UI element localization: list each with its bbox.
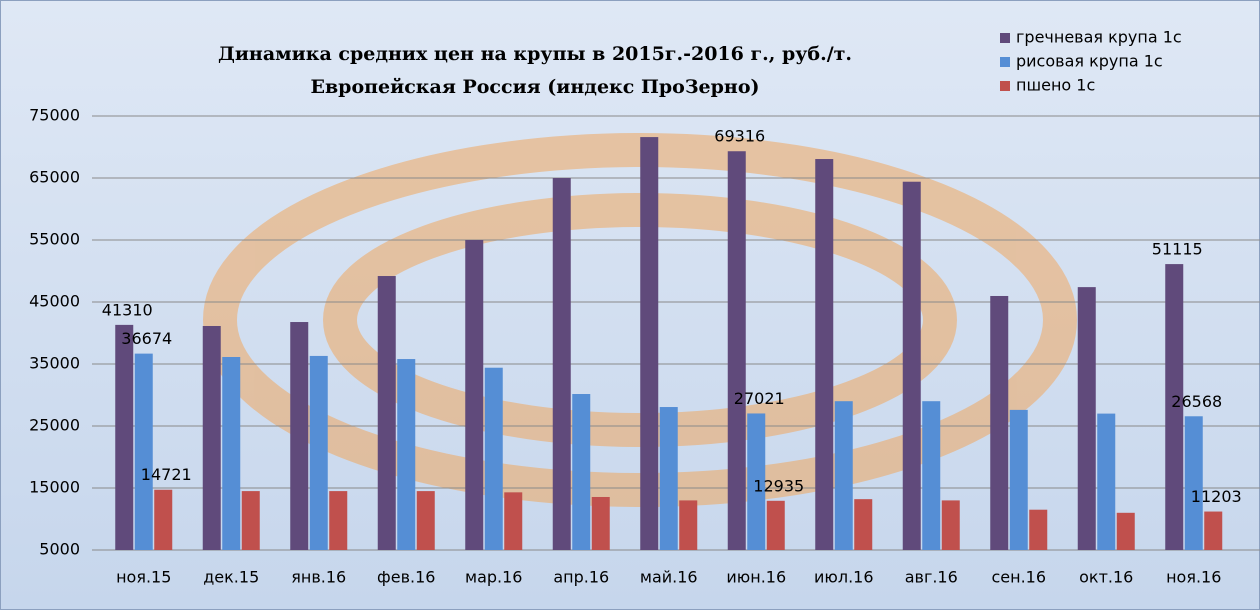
bar <box>290 322 309 550</box>
bar <box>1029 509 1048 550</box>
bar <box>329 491 348 550</box>
legend-swatch <box>1000 81 1010 91</box>
data-label: 11203 <box>1191 487 1242 506</box>
data-label: 69316 <box>714 127 765 146</box>
y-tick-label: 5000 <box>39 540 80 559</box>
bar <box>990 295 1009 550</box>
x-tick-label: сен.16 <box>991 568 1046 587</box>
x-tick-label: ноя.16 <box>1166 568 1221 587</box>
bar <box>659 407 678 550</box>
bar <box>154 489 173 550</box>
data-label: 27021 <box>734 389 785 408</box>
bar <box>766 500 785 550</box>
bar <box>484 367 503 550</box>
x-tick-label: янв.16 <box>291 568 346 587</box>
bar <box>1077 287 1096 550</box>
data-label: 26568 <box>1171 392 1222 411</box>
bar <box>1204 511 1223 550</box>
bar <box>727 151 746 551</box>
bar <box>397 359 416 550</box>
y-tick-label: 65000 <box>29 168 80 187</box>
legend-label: рисовая крупа 1с <box>1016 52 1163 71</box>
bar <box>572 394 591 550</box>
bar <box>1116 512 1135 550</box>
legend-swatch <box>1000 57 1010 67</box>
x-tick-label: авг.16 <box>905 568 958 587</box>
data-label: 51115 <box>1152 240 1203 259</box>
x-tick-label: май.16 <box>640 568 698 587</box>
bar <box>815 159 834 550</box>
bar <box>552 178 571 550</box>
bar <box>202 325 221 550</box>
bar <box>465 240 484 550</box>
watermark <box>203 133 1077 507</box>
data-label: 41310 <box>102 300 153 319</box>
bar <box>679 500 698 550</box>
chart-title: Динамика средних цен на крупы в 2015г.-2… <box>218 43 852 65</box>
data-label: 36674 <box>121 329 172 348</box>
bar <box>115 324 134 550</box>
x-tick-label: мар.16 <box>465 568 522 587</box>
data-label: 14721 <box>141 465 192 484</box>
bar <box>941 500 960 550</box>
bar <box>222 356 241 550</box>
bar <box>834 401 853 550</box>
bar <box>1097 413 1116 550</box>
bar <box>922 401 941 550</box>
bar <box>309 355 328 550</box>
y-tick-label: 45000 <box>29 292 80 311</box>
y-tick-label: 25000 <box>29 416 80 435</box>
legend-label: гречневая крупа 1с <box>1016 28 1182 47</box>
bar <box>854 499 873 550</box>
x-tick-label: июн.16 <box>726 568 786 587</box>
x-tick-label: дек.15 <box>203 568 259 587</box>
legend-swatch <box>1000 33 1010 43</box>
y-tick-label: 75000 <box>29 106 80 125</box>
x-tick-label: апр.16 <box>553 568 609 587</box>
bar <box>241 491 260 550</box>
bar <box>134 353 153 550</box>
bar <box>377 276 396 550</box>
chart-subtitle: Европейская Россия (индекс ПроЗерно) <box>310 76 759 98</box>
bar <box>504 492 523 550</box>
x-tick-label: июл.16 <box>814 568 874 587</box>
bar <box>1165 264 1184 550</box>
bar <box>591 496 610 550</box>
legend-label: пшено 1с <box>1016 76 1095 95</box>
y-tick-label: 15000 <box>29 478 80 497</box>
y-tick-label: 55000 <box>29 230 80 249</box>
bar <box>416 491 435 550</box>
data-label: 12935 <box>753 476 804 495</box>
bar <box>747 413 766 550</box>
x-tick-label: окт.16 <box>1079 568 1133 587</box>
bar <box>902 181 921 550</box>
bar <box>1009 409 1028 550</box>
x-tick-label: фев.16 <box>377 568 435 587</box>
y-tick-label: 35000 <box>29 354 80 373</box>
x-tick-label: ноя.15 <box>116 568 171 587</box>
bar <box>640 137 659 550</box>
bar <box>1184 416 1203 550</box>
